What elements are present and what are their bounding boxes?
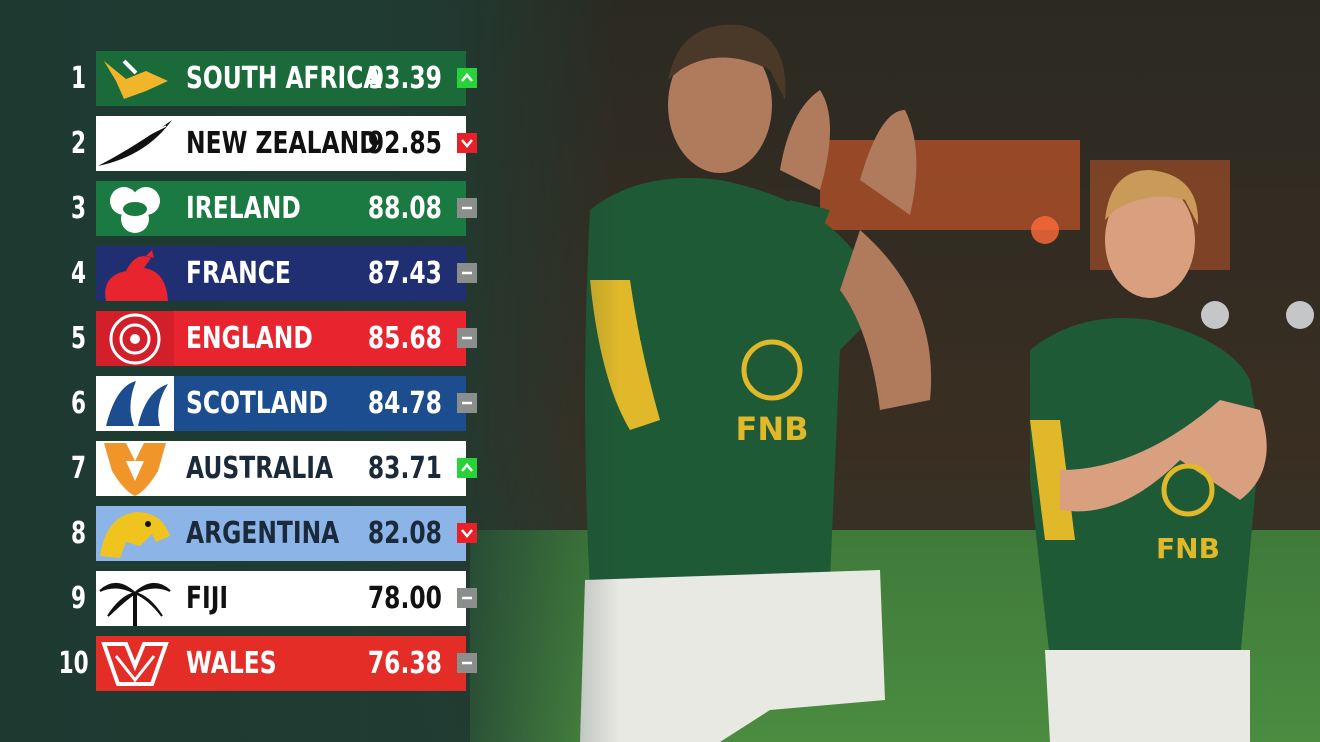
rank: 9	[70, 581, 86, 616]
movement-down	[457, 523, 477, 543]
rank: 1	[70, 61, 86, 96]
team-logo	[96, 506, 174, 561]
ranking-row: 9 FIJI 78.00	[71, 571, 477, 626]
ranking-row: 6 SCOTLAND 84.78	[71, 376, 477, 431]
team-name: FIJI	[186, 581, 229, 616]
movement-same	[457, 198, 477, 218]
ranking-row: 7 AUSTRALIA 83.71	[71, 441, 477, 496]
team-logo	[96, 51, 174, 106]
team-logo	[96, 181, 174, 236]
svg-text:FNB: FNB	[1156, 532, 1220, 565]
movement-same	[457, 653, 477, 673]
movement-same	[457, 588, 477, 608]
points: 82.08	[367, 516, 442, 551]
rank: 5	[70, 321, 86, 356]
team-name: IRELAND	[186, 191, 301, 226]
points: 78.00	[367, 581, 442, 616]
points: 93.39	[367, 61, 442, 96]
ranking-row: 5 ENGLAND 85.68	[71, 311, 477, 366]
ranking-row: 2 NEW ZEALAND 92.85	[71, 116, 477, 171]
ranking-row: 3 IRELAND 88.08	[71, 181, 477, 236]
team-logo	[96, 636, 174, 691]
rank: 4	[70, 256, 86, 291]
points: 85.68	[367, 321, 442, 356]
movement-up	[457, 68, 477, 88]
movement-down	[457, 133, 477, 153]
team-name: ENGLAND	[186, 321, 313, 356]
points: 83.71	[367, 451, 442, 486]
rank: 3	[70, 191, 86, 226]
player-right: FNB	[1030, 170, 1267, 742]
team-name: WALES	[186, 646, 277, 681]
points: 88.08	[367, 191, 442, 226]
points: 76.38	[367, 646, 442, 681]
team-logo	[96, 311, 174, 366]
team-logo	[96, 246, 174, 301]
team-logo	[96, 571, 174, 626]
ranking-row: 1 SOUTH AFRICA 93.39	[71, 51, 477, 106]
rank: 10	[58, 646, 89, 681]
team-name: ARGENTINA	[186, 516, 340, 551]
team-logo	[96, 376, 174, 431]
team-name: SOUTH AFRICA	[186, 61, 382, 96]
player-left: FNB	[580, 24, 932, 742]
ranking-row: 8 ARGENTINA 82.08	[71, 506, 477, 561]
movement-up	[457, 458, 477, 478]
team-logo	[96, 116, 174, 171]
team-name: SCOTLAND	[186, 386, 328, 421]
rankings-panel: 1 SOUTH AFRICA 93.39 2 NEW ZEALAND 92.85…	[0, 0, 620, 742]
movement-same	[457, 328, 477, 348]
movement-same	[457, 263, 477, 283]
rank: 2	[70, 126, 86, 161]
rank: 6	[70, 386, 86, 421]
points: 87.43	[367, 256, 442, 291]
team-name: AUSTRALIA	[186, 451, 334, 486]
movement-same	[457, 393, 477, 413]
points: 84.78	[367, 386, 442, 421]
team-name: FRANCE	[186, 256, 291, 291]
team-name: NEW ZEALAND	[186, 126, 379, 161]
rank: 8	[70, 516, 86, 551]
team-logo	[96, 441, 174, 496]
points: 92.85	[367, 126, 442, 161]
svg-text:FNB: FNB	[735, 410, 808, 448]
ranking-row: 10 WALES 76.38	[59, 636, 477, 691]
rank: 7	[70, 451, 86, 486]
ranking-row: 4 FRANCE 87.43	[71, 246, 477, 301]
